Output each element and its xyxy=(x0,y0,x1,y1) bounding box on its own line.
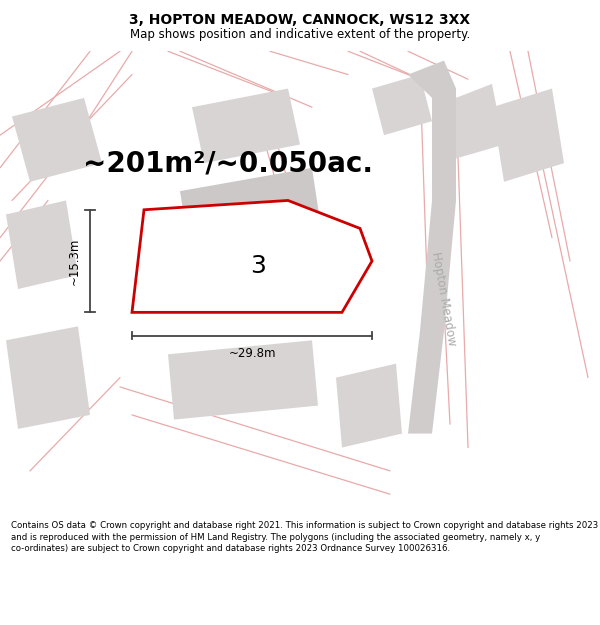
Polygon shape xyxy=(192,89,300,163)
Text: 3, HOPTON MEADOW, CANNOCK, WS12 3XX: 3, HOPTON MEADOW, CANNOCK, WS12 3XX xyxy=(130,12,470,27)
Polygon shape xyxy=(6,326,90,429)
Text: 3: 3 xyxy=(250,254,266,278)
Polygon shape xyxy=(180,168,324,266)
Text: Hopton Meadow: Hopton Meadow xyxy=(430,250,458,346)
Polygon shape xyxy=(444,84,504,159)
Polygon shape xyxy=(336,364,402,448)
Polygon shape xyxy=(168,341,318,419)
Polygon shape xyxy=(492,89,564,182)
Polygon shape xyxy=(228,233,306,284)
Text: ~201m²/~0.050ac.: ~201m²/~0.050ac. xyxy=(83,149,373,177)
Polygon shape xyxy=(132,201,372,312)
Polygon shape xyxy=(12,98,102,182)
Text: ~29.8m: ~29.8m xyxy=(228,348,276,361)
Text: ~15.3m: ~15.3m xyxy=(68,238,81,285)
Text: Contains OS data © Crown copyright and database right 2021. This information is : Contains OS data © Crown copyright and d… xyxy=(11,521,598,553)
Polygon shape xyxy=(372,74,432,135)
Polygon shape xyxy=(408,61,456,434)
Polygon shape xyxy=(6,201,78,289)
Text: Map shows position and indicative extent of the property.: Map shows position and indicative extent… xyxy=(130,28,470,41)
